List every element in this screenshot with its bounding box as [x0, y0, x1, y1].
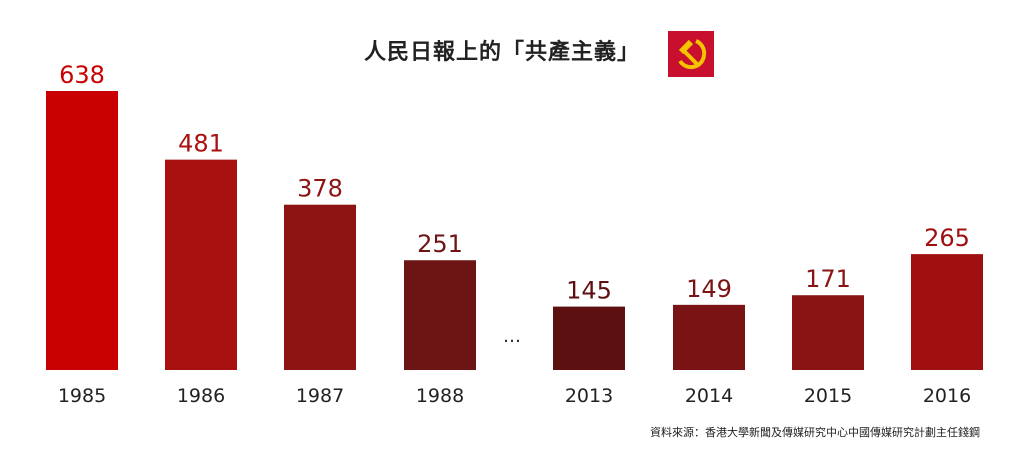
bar-2014 — [673, 304, 745, 370]
value-label-1988: 251 — [417, 230, 463, 258]
x-tick-label-2016: 2016 — [923, 385, 971, 407]
value-label-2014: 149 — [686, 275, 732, 303]
bar-1985 — [46, 91, 118, 370]
bar-1987 — [284, 204, 356, 370]
x-tick-label-1986: 1986 — [177, 385, 225, 407]
x-tick-label-2014: 2014 — [685, 385, 733, 407]
gap-ellipsis: … — [503, 326, 521, 347]
bar-1988 — [404, 260, 476, 370]
source-note: 資料來源：香港大學新聞及傳媒研究中心中國傳媒研究計劃主任錢鋼 — [650, 426, 980, 439]
value-label-2015: 171 — [805, 265, 851, 293]
bar-2013 — [553, 306, 625, 370]
bar-2015 — [792, 295, 864, 370]
bar-2016 — [911, 254, 983, 370]
x-tick-label-2015: 2015 — [804, 385, 852, 407]
chart-title: 人民日報上的「共產主義」 — [364, 40, 641, 65]
value-label-1987: 378 — [297, 175, 343, 203]
value-label-1986: 481 — [178, 130, 224, 158]
value-label-2016: 265 — [924, 224, 970, 252]
value-label-2013: 145 — [566, 277, 612, 305]
bar-1986 — [165, 159, 237, 370]
hammer-and-sickle-icon — [668, 31, 714, 77]
x-tick-label-2013: 2013 — [565, 385, 613, 407]
x-tick-label-1987: 1987 — [296, 385, 344, 407]
value-label-1985: 638 — [59, 61, 105, 89]
x-tick-label-1988: 1988 — [416, 385, 464, 407]
x-tick-label-1985: 1985 — [58, 385, 106, 407]
